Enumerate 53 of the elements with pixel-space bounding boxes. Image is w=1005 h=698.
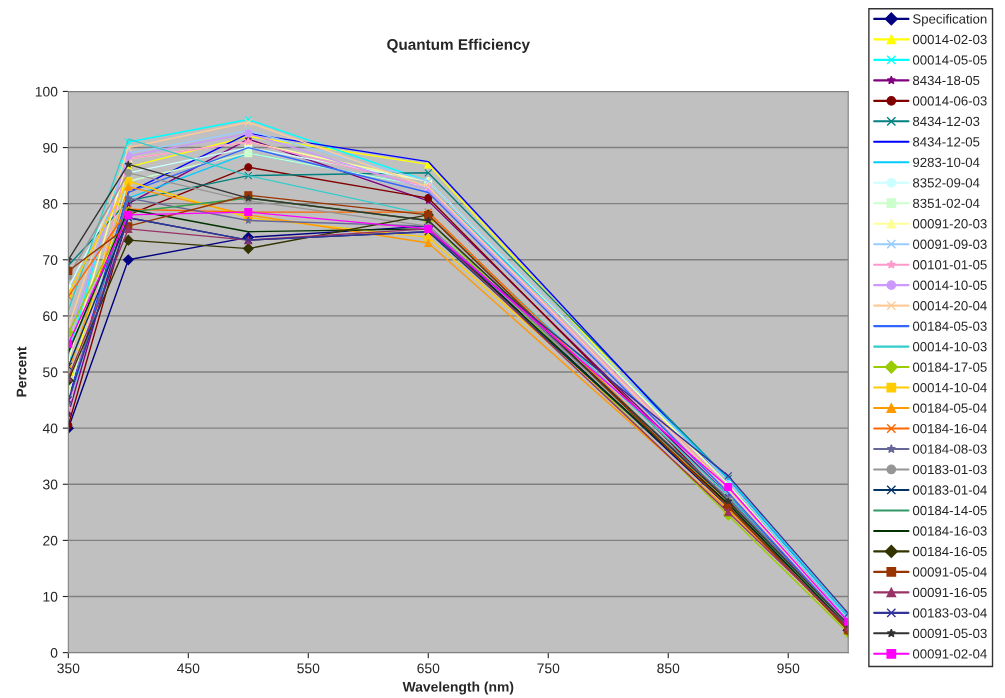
legend-label: 8434-18-05 <box>913 75 980 86</box>
x-tick-label: 550 <box>297 663 320 674</box>
y-tick-label: 10 <box>43 591 58 602</box>
legend-label: 8434-12-05 <box>913 137 980 147</box>
legend-label: 8434-12-03 <box>913 116 980 127</box>
y-axis-title: Percent <box>16 346 27 397</box>
x-tick-label: 650 <box>417 663 440 674</box>
legend-label: 00184-16-04 <box>912 423 987 434</box>
legend-label: Specification <box>913 13 987 27</box>
legend-label: 00091-05-04 <box>912 567 987 577</box>
legend-label: 00091-05-03 <box>912 628 987 639</box>
y-tick-label: 0 <box>50 647 58 658</box>
legend-label: 00101-01-05 <box>912 260 987 270</box>
legend-label: 00014-10-05 <box>912 280 987 290</box>
legend-label: 00183-03-04 <box>912 608 987 618</box>
legend-label: 8352-09-04 <box>913 178 980 188</box>
y-tick-label: 90 <box>43 142 58 153</box>
legend-label: 00014-10-04 <box>912 382 987 393</box>
legend-label: 00184-14-05 <box>912 505 987 516</box>
legend-label: 00091-20-03 <box>912 219 987 229</box>
y-tick-label: 30 <box>43 479 58 490</box>
y-tick-label: 70 <box>43 255 58 265</box>
y-tick-label: 40 <box>42 423 58 434</box>
x-tick-label: 950 <box>777 663 800 674</box>
legend-label: 00014-06-03 <box>912 96 987 106</box>
x-tick-label: 450 <box>177 663 200 674</box>
y-tick-label: 60 <box>43 311 58 322</box>
legend-label: 00184-05-04 <box>912 403 987 413</box>
x-tick-label: 350 <box>57 663 80 674</box>
legend-label: 00184-05-03 <box>912 321 987 331</box>
legend-label: 00091-09-03 <box>912 239 987 249</box>
y-tick-label: 100 <box>35 86 58 97</box>
chart-title: Quantum Efficiency <box>387 38 530 53</box>
x-tick-label: 750 <box>537 663 560 674</box>
legend-label: 00184-16-05 <box>912 546 987 557</box>
legend-label: 00014-20-04 <box>912 301 987 311</box>
x-axis-title: Wavelength (nm) <box>402 681 514 695</box>
legend-label: 00014-10-03 <box>912 342 987 352</box>
legend-label: 00183-01-03 <box>912 464 987 475</box>
legend-label: 9283-10-04 <box>913 157 980 168</box>
legend-label: 00014-05-05 <box>912 55 987 65</box>
legend-label: 00014-02-03 <box>912 34 987 45</box>
legend-label: 00184-16-03 <box>912 526 987 536</box>
y-tick-label: 50 <box>43 367 58 378</box>
legend-label: 8351-02-04 <box>913 198 980 208</box>
legend-label: 00184-17-05 <box>912 362 987 372</box>
y-tick-label: 80 <box>43 199 58 209</box>
legend-label: 00184-08-03 <box>912 444 987 454</box>
y-tick-label: 20 <box>43 535 58 546</box>
legend-label: 00091-16-05 <box>912 587 987 598</box>
legend-label: 00091-02-04 <box>912 649 987 659</box>
legend-label: 00183-01-04 <box>912 485 987 495</box>
x-tick-label: 850 <box>657 663 680 674</box>
